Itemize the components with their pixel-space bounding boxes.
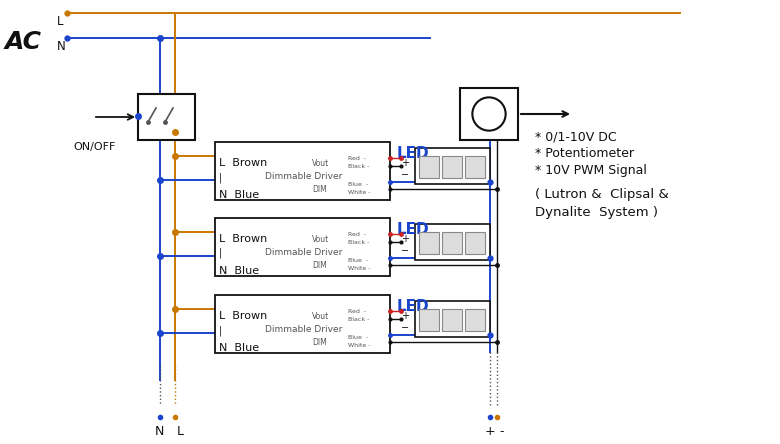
Bar [415, 224, 490, 260]
Bar [442, 232, 462, 254]
Text: Dimmable Driver: Dimmable Driver [265, 172, 342, 181]
Bar [419, 156, 439, 178]
Text: * 0/1-10V DC: * 0/1-10V DC [535, 130, 617, 143]
Bar [442, 309, 462, 331]
Text: +: + [485, 425, 495, 438]
Bar [215, 142, 390, 200]
Text: DIM: DIM [312, 338, 327, 347]
Bar [465, 309, 485, 331]
Text: N: N [155, 425, 165, 438]
Text: Red  -: Red - [348, 232, 366, 237]
Text: Dynalite  System ): Dynalite System ) [535, 206, 658, 219]
Text: LED: LED [397, 222, 430, 237]
Text: White -: White - [348, 190, 370, 195]
Text: L: L [57, 15, 63, 28]
Text: −: − [401, 246, 410, 256]
Circle shape [473, 97, 505, 131]
Text: AC: AC [5, 30, 42, 54]
Bar [460, 88, 518, 140]
Text: |: | [219, 248, 222, 258]
Text: L  Brown: L Brown [219, 234, 268, 244]
Text: Black -: Black - [348, 164, 370, 169]
Text: |: | [219, 325, 222, 336]
Text: +: + [401, 234, 409, 244]
Text: LED: LED [397, 299, 430, 314]
Text: Dimmable Driver: Dimmable Driver [265, 325, 342, 334]
Text: Red  -: Red - [348, 156, 366, 161]
Text: DIM: DIM [312, 261, 327, 270]
Bar [419, 232, 439, 254]
Text: White -: White - [348, 343, 370, 348]
Text: Blue  -: Blue - [348, 335, 368, 340]
Text: Red  -: Red - [348, 309, 366, 314]
Text: Blue  -: Blue - [348, 182, 368, 187]
Bar [465, 232, 485, 254]
Text: N  Blue: N Blue [219, 266, 259, 276]
Text: N: N [57, 40, 66, 53]
Text: Black -: Black - [348, 317, 370, 322]
Bar [215, 295, 390, 353]
Text: ON/OFF: ON/OFF [73, 142, 115, 152]
Text: N  Blue: N Blue [219, 190, 259, 200]
Text: DIM: DIM [312, 185, 327, 194]
Text: L: L [177, 425, 184, 438]
Text: ( Lutron &  Clipsal &: ( Lutron & Clipsal & [535, 188, 668, 201]
Text: L  Brown: L Brown [219, 311, 268, 321]
Bar [465, 156, 485, 178]
Text: White -: White - [348, 266, 370, 271]
Text: * Potentiometer: * Potentiometer [535, 147, 634, 160]
Bar [138, 94, 195, 140]
Text: -: - [499, 425, 504, 438]
Text: Blue  -: Blue - [348, 258, 368, 263]
Text: Dimmable Driver: Dimmable Driver [265, 248, 342, 257]
Bar [415, 148, 490, 184]
Bar [215, 218, 390, 276]
Text: Vout: Vout [312, 235, 329, 244]
Text: LED: LED [397, 146, 430, 161]
Text: Vout: Vout [312, 159, 329, 168]
Text: −: − [401, 170, 410, 180]
Text: −: − [401, 323, 410, 333]
Text: L  Brown: L Brown [219, 158, 268, 168]
Text: +: + [401, 311, 409, 321]
Text: N  Blue: N Blue [219, 343, 259, 353]
Bar [419, 309, 439, 331]
Text: * 10V PWM Signal: * 10V PWM Signal [535, 164, 647, 177]
Bar [442, 156, 462, 178]
Bar [415, 301, 490, 337]
Text: Black -: Black - [348, 240, 370, 245]
Text: Vout: Vout [312, 312, 329, 321]
Text: +: + [401, 158, 409, 168]
Text: |: | [219, 172, 222, 182]
